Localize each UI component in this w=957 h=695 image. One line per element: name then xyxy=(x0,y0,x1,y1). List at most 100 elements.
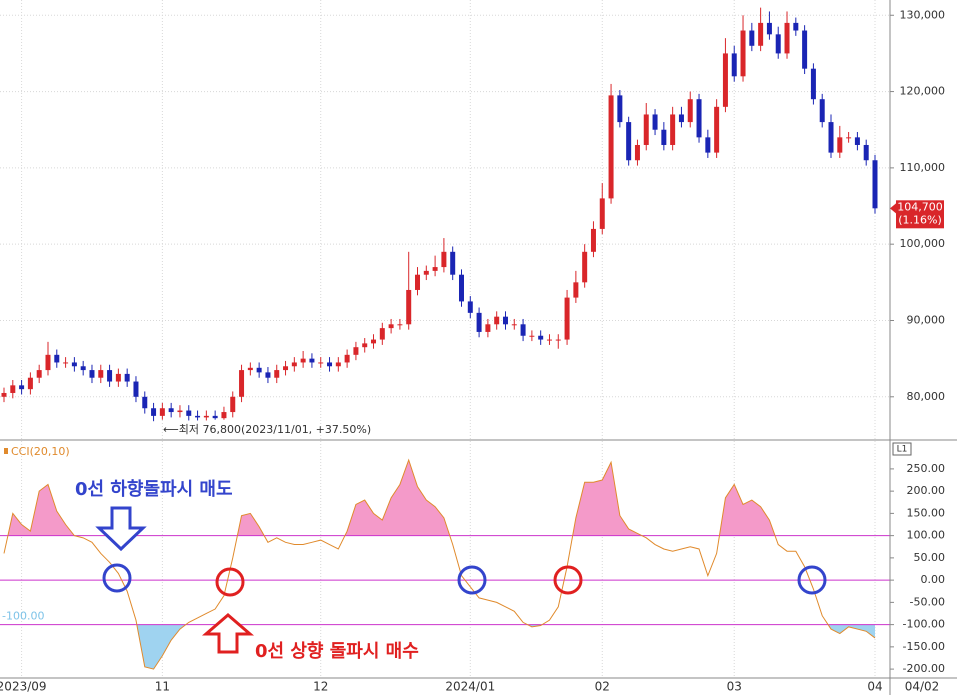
candle-body xyxy=(652,114,658,130)
candle-body xyxy=(705,137,711,153)
candle-body xyxy=(186,410,192,416)
sell-circle xyxy=(797,565,827,595)
candle-body xyxy=(837,137,843,153)
candle-body xyxy=(608,95,614,199)
candle-body xyxy=(98,370,104,378)
candle-body xyxy=(45,354,51,371)
candle-body xyxy=(731,53,737,77)
candle-body xyxy=(71,362,77,367)
x-tick-label: 03 xyxy=(727,680,742,694)
y-tick-label: -150.00 xyxy=(903,640,945,653)
candle-body xyxy=(335,362,341,367)
candle-body xyxy=(740,30,746,77)
candle-body xyxy=(854,137,860,145)
up-arrow xyxy=(201,613,255,654)
candle-body xyxy=(177,410,183,413)
candle-body xyxy=(564,297,570,340)
y-tick-label: 120,000 xyxy=(900,85,946,98)
candle-body xyxy=(810,68,816,100)
candle-body xyxy=(397,324,403,326)
candle-body xyxy=(19,385,25,390)
candle-body xyxy=(529,335,535,337)
candle-body xyxy=(634,144,640,161)
last-change-label: (1.16%) xyxy=(898,213,942,226)
buy-circle xyxy=(553,565,583,595)
candle-body xyxy=(142,396,148,409)
x-tick-label: 04 xyxy=(867,680,882,694)
sell-circle xyxy=(457,565,487,595)
candle-body xyxy=(195,415,201,418)
candle-body xyxy=(511,324,517,326)
last-price-pointer xyxy=(890,203,896,214)
candle-body xyxy=(379,328,385,340)
candle-body xyxy=(687,99,693,123)
candle-body xyxy=(722,53,728,107)
candle-body xyxy=(353,347,359,355)
candle-body xyxy=(362,343,368,348)
sell-circle xyxy=(102,563,132,593)
candle-body xyxy=(300,358,306,363)
candle-body xyxy=(151,408,157,416)
candle-body xyxy=(256,367,262,373)
candle-body xyxy=(617,95,623,123)
candle-body xyxy=(10,385,16,393)
candle-body xyxy=(239,370,245,397)
y-tick-label: 100.00 xyxy=(907,529,946,542)
candle-body xyxy=(388,324,394,329)
candle-body xyxy=(274,370,280,378)
candle-body xyxy=(344,354,350,363)
candle-body xyxy=(265,372,271,378)
y-tick-label: 80,000 xyxy=(907,390,946,403)
candle-body xyxy=(573,282,579,298)
candle-body xyxy=(793,22,799,31)
candle-body xyxy=(36,370,42,378)
candle-body xyxy=(784,22,790,54)
candle-body xyxy=(502,316,508,325)
candle-body xyxy=(230,396,236,413)
candle-body xyxy=(626,122,632,161)
y-tick-label: 130,000 xyxy=(900,8,946,21)
candle-body xyxy=(494,316,500,325)
y-tick-label: 150.00 xyxy=(907,506,946,519)
candle-body xyxy=(546,339,552,341)
plot-area: -100.00 xyxy=(0,0,894,678)
reference-label: -100.00 xyxy=(2,610,44,623)
last-price-box xyxy=(896,200,944,229)
candle-body xyxy=(485,324,491,332)
candle-body xyxy=(670,114,676,145)
min-annotation: ⟵최저 76,800(2023/11/01, +37.50%) xyxy=(163,423,371,436)
buy-annotation: 0선 상향 돌파시 매수 xyxy=(255,641,419,662)
candle-body xyxy=(819,99,825,123)
candle-body xyxy=(115,373,121,382)
candle-body xyxy=(714,106,720,153)
candle-body xyxy=(371,339,377,344)
buy-circle xyxy=(215,567,245,597)
candle-body xyxy=(582,251,588,283)
candle-body xyxy=(203,415,209,418)
last-price-label: 104,700 xyxy=(897,200,943,213)
x-tick-label: 12 xyxy=(313,680,328,694)
candle-body xyxy=(1,392,7,397)
y-tick-label: -200.00 xyxy=(903,662,945,675)
candle-body xyxy=(749,30,755,46)
candle-body xyxy=(467,301,473,313)
candle-body xyxy=(590,228,596,252)
y-tick-label: 50.00 xyxy=(914,551,946,564)
candle-body xyxy=(107,370,113,382)
candle-body xyxy=(159,408,165,416)
candle-body xyxy=(423,270,429,275)
candle-body xyxy=(80,366,86,371)
candle-body xyxy=(599,198,605,229)
badge-box xyxy=(892,442,912,456)
candle-body xyxy=(415,274,421,290)
y-tick-label: -50.00 xyxy=(910,595,945,608)
candle-body xyxy=(441,251,447,268)
candle-body xyxy=(520,324,526,336)
candle-body xyxy=(863,144,869,161)
candle-body xyxy=(828,122,834,153)
candle-body xyxy=(432,267,438,271)
candle-body xyxy=(63,362,69,364)
candle-body xyxy=(124,373,130,382)
